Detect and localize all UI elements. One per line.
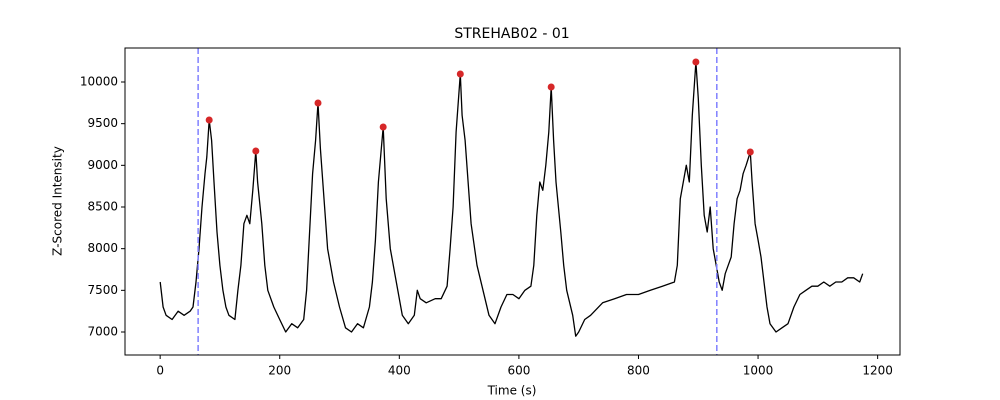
peak-marker	[692, 58, 700, 66]
y-tick-label: 10000	[80, 75, 118, 89]
y-tick-label: 8000	[87, 241, 118, 255]
peak-marker	[205, 116, 213, 124]
peak-marker	[252, 147, 260, 155]
x-tick-label: 400	[388, 364, 411, 378]
chart-title: STREHAB02 - 01	[454, 26, 569, 42]
peak-marker	[746, 148, 754, 156]
line-series	[159, 61, 864, 337]
peak-marker	[547, 83, 555, 91]
x-tick-label: 1200	[862, 364, 893, 378]
x-tick-label: 0	[156, 364, 164, 378]
x-tick-label: 800	[627, 364, 650, 378]
y-tick-label: 8500	[87, 200, 118, 214]
x-tick-label: 200	[268, 364, 291, 378]
y-axis-label: Z-Scored Intensity	[51, 146, 65, 256]
y-tick-label: 7500	[87, 283, 118, 297]
axes-frame	[124, 47, 901, 356]
y-tick-label: 9500	[87, 116, 118, 130]
peak-marker	[379, 123, 387, 131]
y-tick-label: 9000	[87, 158, 118, 172]
peak-marker	[314, 99, 322, 107]
peak-marker	[456, 70, 464, 78]
x-tick-label: 1000	[743, 364, 774, 378]
x-axis-label: Time (s)	[487, 384, 537, 398]
y-tick-label: 7000	[87, 325, 118, 339]
x-tick-label: 600	[507, 364, 530, 378]
